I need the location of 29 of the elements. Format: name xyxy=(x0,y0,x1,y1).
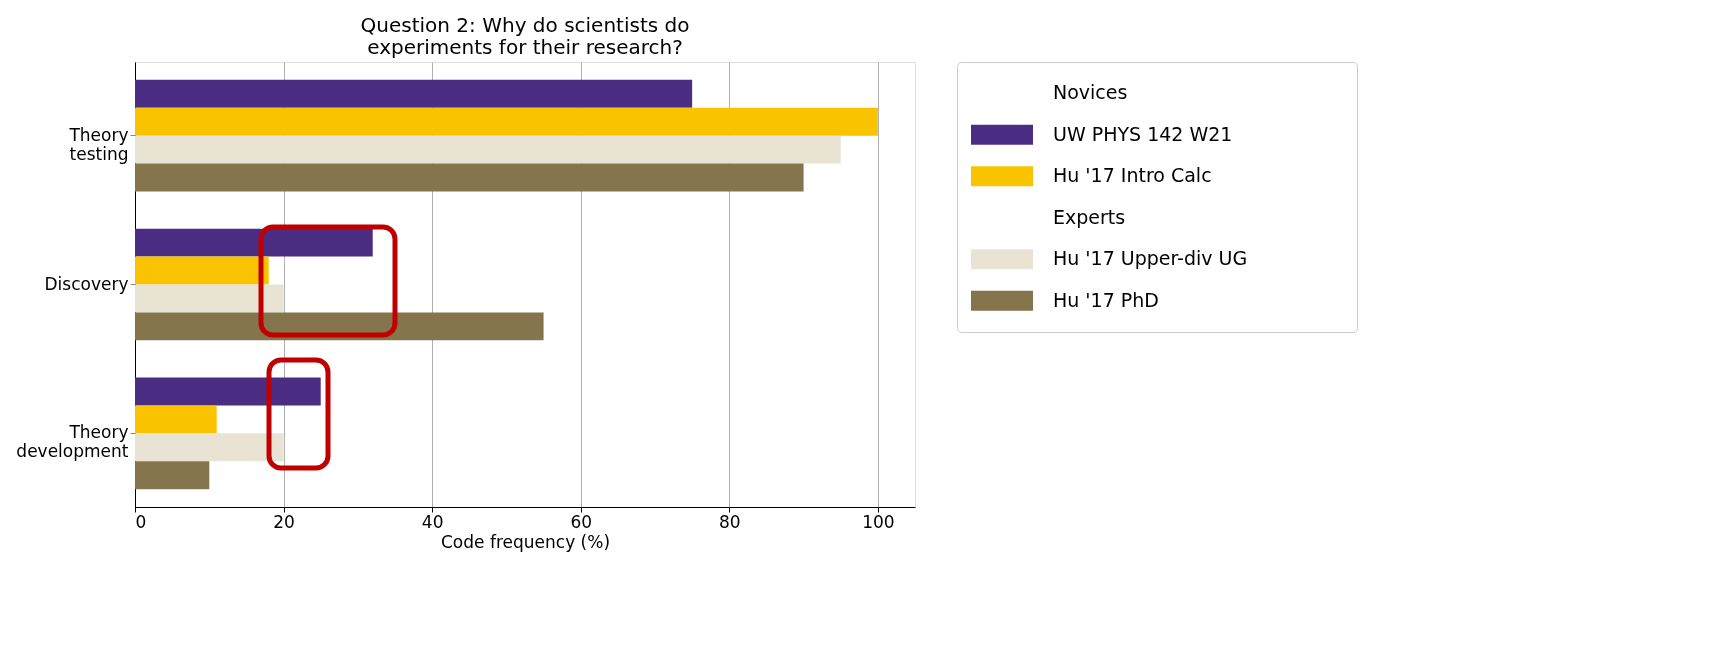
x-tick-label: 60 xyxy=(570,511,593,532)
y-tick-label: Discovery xyxy=(44,273,129,294)
bar xyxy=(135,228,373,257)
bar xyxy=(135,405,217,434)
x-tick-label: 100 xyxy=(862,511,895,532)
bar xyxy=(135,79,693,108)
x-tick-label: 80 xyxy=(718,511,741,532)
x-tick-label: 20 xyxy=(273,511,295,532)
legend-label: Hu '17 PhD xyxy=(1053,288,1159,311)
text: Novices xyxy=(1053,81,1128,104)
text: Experts xyxy=(1053,205,1126,228)
bar xyxy=(135,312,544,341)
y-tick-label: Theory development xyxy=(16,422,129,462)
bar xyxy=(135,107,878,136)
bar xyxy=(135,163,804,192)
y-tick-label: Theory testing xyxy=(68,124,129,164)
chart-title: Question 2: Why do scientists do experiments for their research? xyxy=(360,13,690,59)
bar xyxy=(135,284,284,313)
x-axis-title: Code frequency (%) xyxy=(440,531,611,552)
legend-label: UW PHYS 142 W21 xyxy=(1053,122,1233,145)
legend-label: Hu '17 Intro Calc xyxy=(1053,164,1212,187)
bar xyxy=(135,461,210,490)
x-tick-label: 40 xyxy=(421,511,444,532)
bar xyxy=(135,256,269,285)
bar xyxy=(135,377,321,406)
bar xyxy=(135,433,284,462)
x-tick-label: 0 xyxy=(135,511,147,532)
bar xyxy=(135,135,841,164)
legend-label: Hu '17 Upper-div UG xyxy=(1053,247,1248,270)
